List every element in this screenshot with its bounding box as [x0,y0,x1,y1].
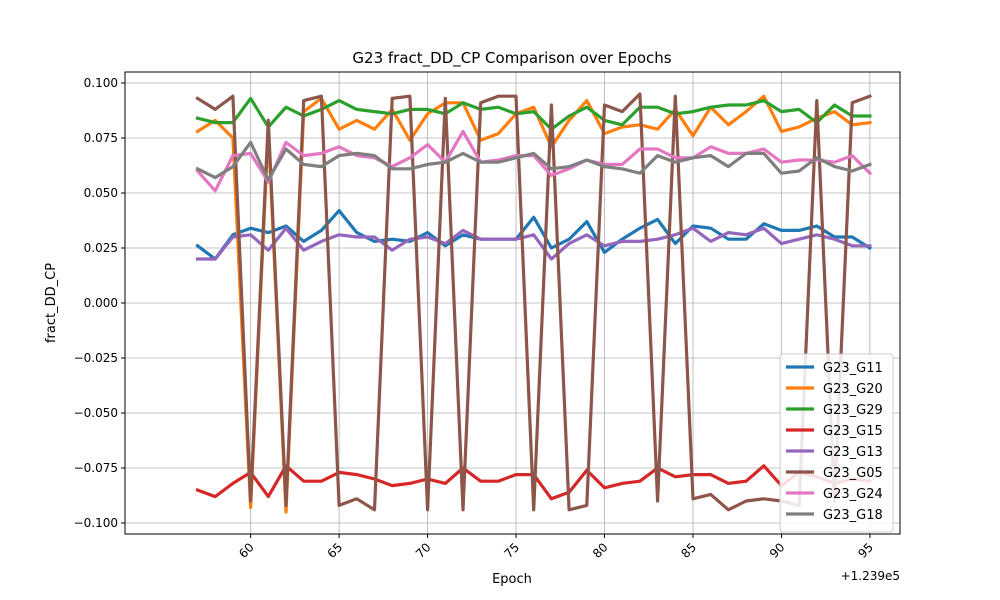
x-axis-label: Epoch [492,572,532,587]
y-tick-label: −0.075 [74,461,118,475]
y-tick-label: 0.075 [84,131,118,145]
legend-entry: G23_G24 [823,487,883,502]
y-tick-label: 0.100 [84,76,118,90]
series-line-g23-g13 [195,226,872,261]
legend-entry: G23_G05 [823,466,883,481]
y-tick-label: −0.025 [74,351,118,365]
grid-lines [125,72,900,534]
series-line-g23-g05 [195,92,872,512]
legend-entry: G23_G20 [823,382,883,397]
y-axis-label: fract_DD_CP [44,263,59,343]
legend-entry: G23_G15 [823,424,883,439]
legend-box [779,353,894,533]
series-line-g23-g18 [195,140,872,182]
y-tick-label: 0.025 [84,241,118,255]
legend-entry: G23_G13 [823,445,883,460]
y-tick-label: 0.050 [84,186,118,200]
chart-title: G23 fract_DD_CP Comparison over Epochs [352,49,671,68]
series-line-g23-g24 [195,129,873,193]
y-tick-label: −0.100 [74,516,118,530]
y-tick-label: 0.000 [84,296,118,310]
series-lines [195,92,873,514]
legend: G23_G11 G23_G20 G23_G29 G23_G15 G23_G13 G23_G… [779,353,894,533]
y-axis-ticks: −0.100 −0.075 −0.050 −0.025 0.000 0.025 0.050 0… [74,76,125,530]
legend-entry: G23_G29 [823,403,883,418]
y-tick-label: −0.050 [74,406,118,420]
series-line-g23-g29 [195,96,872,131]
legend-entry: G23_G11 [823,361,883,376]
x-axis-offset-label: +1.239e5 [841,569,900,583]
legend-entry: G23_G18 [823,508,883,523]
